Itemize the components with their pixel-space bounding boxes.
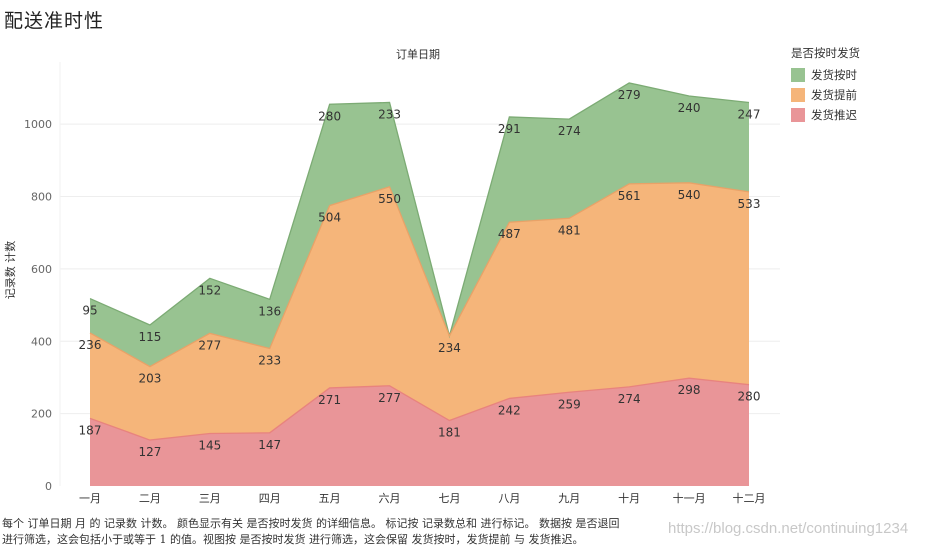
chart-lines <box>89 82 750 441</box>
x-tick-label: 十月 <box>618 491 640 505</box>
data-label: 280 <box>318 109 341 123</box>
x-tick-label: 九月 <box>558 492 580 505</box>
series-line <box>89 182 750 368</box>
legend-swatch <box>791 108 805 122</box>
data-label: 136 <box>258 304 281 318</box>
area-late[interactable] <box>90 378 749 486</box>
data-label: 115 <box>138 330 161 344</box>
data-label: 533 <box>738 197 761 211</box>
data-label: 233 <box>258 354 281 368</box>
footer-line: 进行筛选，这会包括小于或等于 1 的值。视图按 是否按时发货 进行筛选，这会保留… <box>2 533 584 546</box>
area-on-time[interactable] <box>90 82 749 367</box>
data-label: 298 <box>678 383 701 397</box>
page-title: 配送准时性 <box>4 10 105 32</box>
data-label: 95 <box>82 304 97 318</box>
legend-item-on-time[interactable]: 发货按时 <box>791 65 860 85</box>
x-tick-label: 七月 <box>438 492 460 505</box>
x-tick-label: 十二月 <box>733 491 766 505</box>
y-tick-label: 0 <box>45 480 52 493</box>
y-tick-label: 800 <box>31 191 52 204</box>
legend-swatch <box>791 88 805 102</box>
data-label: 236 <box>79 338 102 352</box>
data-label: 540 <box>678 188 701 202</box>
x-tick-label: 六月 <box>379 492 401 505</box>
y-tick-label: 1000 <box>24 118 52 131</box>
footer-note: 每个 订单日期 月 的 记录数 计数。 颜色显示有关 是否按时发货 的详细信息。… <box>2 516 682 548</box>
data-label: 259 <box>558 397 581 411</box>
area-early[interactable] <box>90 182 749 441</box>
data-label: 242 <box>498 403 521 417</box>
data-label: 274 <box>558 124 581 138</box>
y-axis-label: 记录数 计数 <box>4 241 17 300</box>
series-line <box>89 377 750 441</box>
x-axis: 一月 二月 三月 四月 五月 六月 七月 八月 九月 十月 十一月 十二月 <box>79 491 766 505</box>
legend-swatch <box>791 68 805 82</box>
x-tick-label: 三月 <box>199 492 221 505</box>
data-label: 274 <box>618 392 641 406</box>
x-tick-label: 十一月 <box>673 491 706 505</box>
data-label: 279 <box>618 88 641 102</box>
data-label: 481 <box>558 223 581 237</box>
data-label: 247 <box>738 107 761 121</box>
data-label: 187 <box>79 423 102 437</box>
data-label: 234 <box>438 341 461 355</box>
legend-item-early[interactable]: 发货提前 <box>791 85 860 105</box>
chart-areas <box>90 82 749 486</box>
series-line <box>89 82 750 339</box>
legend-item-label: 发货提前 <box>811 88 857 102</box>
watermark: https://blog.csdn.net/continuing1234 <box>668 520 909 537</box>
y-tick-label: 200 <box>31 408 52 421</box>
data-label: 280 <box>738 390 761 404</box>
data-label: 127 <box>138 445 161 459</box>
data-label: 277 <box>378 391 401 405</box>
data-label: 561 <box>618 189 641 203</box>
x-tick-label: 八月 <box>498 492 520 505</box>
data-label: 203 <box>138 372 161 386</box>
data-label: 271 <box>318 393 341 407</box>
data-label: 147 <box>258 438 281 452</box>
legend-item-label: 发货推迟 <box>811 108 857 122</box>
legend-item-late[interactable]: 发货推迟 <box>791 105 860 125</box>
data-label: 152 <box>198 283 221 297</box>
chart-data-labels: 187 127 145 147 271 277 181 242 259 274 298 280 236 2… <box>79 88 761 459</box>
data-label: 240 <box>678 101 701 115</box>
x-tick-label: 五月 <box>319 492 341 505</box>
footer-line: 每个 订单日期 月 的 记录数 计数。 颜色显示有关 是否按时发货 的详细信息。… <box>2 517 620 530</box>
data-label: 145 <box>198 439 221 453</box>
legend: 是否按时发货 发货按时 发货提前 发货推迟 <box>791 45 860 125</box>
chart-title: 订单日期 <box>396 48 440 61</box>
x-tick-label: 一月 <box>79 492 101 505</box>
x-tick-label: 四月 <box>259 492 281 505</box>
data-label: 504 <box>318 211 341 225</box>
data-label: 181 <box>438 426 461 440</box>
legend-item-label: 发货按时 <box>811 68 857 82</box>
y-tick-label: 600 <box>31 263 52 276</box>
x-tick-label: 二月 <box>139 492 161 505</box>
y-tick-label: 400 <box>31 335 52 348</box>
data-label: 487 <box>498 227 521 241</box>
data-label: 233 <box>378 107 401 121</box>
legend-title: 是否按时发货 <box>791 46 860 60</box>
data-label: 550 <box>378 192 401 206</box>
y-axis: 0 200 400 600 800 1000 <box>24 62 61 493</box>
data-label: 277 <box>198 338 221 352</box>
data-label: 291 <box>498 122 521 136</box>
